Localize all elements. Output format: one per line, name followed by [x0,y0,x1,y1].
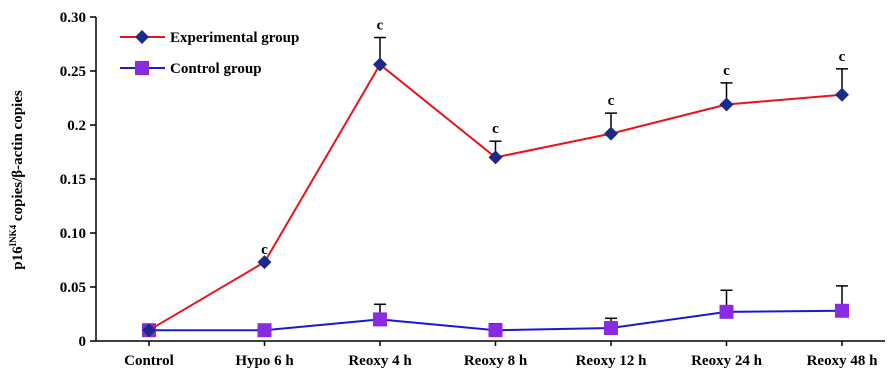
y-tick-label: 0.25 [60,64,86,80]
x-tick-label: Reoxy 8 h [464,353,528,369]
significance-label: c [839,49,846,65]
y-tick-label: 0.30 [60,10,86,26]
y-axis-title-superscript: INK4 [8,224,18,246]
axes-layer: 0 0.05 0.10 0.15 0.2 0.25 0.30 Control Hypo 6 h R… [60,10,885,369]
legend: Experimental group Control group [120,30,299,77]
data-point [257,255,272,270]
legend-swatch-marker [135,61,149,75]
data-point [373,312,387,327]
legend-label: Experimental group [170,30,299,46]
series-line [148,63,843,332]
significance-label: c [608,93,615,109]
significance-label: c [261,242,268,258]
x-tick-label: Reoxy 12 h [576,353,647,369]
significance-label: c [492,121,499,137]
y-axis-title-main: p16 [10,246,26,270]
legend-swatch-marker [135,30,149,44]
data-point [604,321,618,336]
data-point [488,150,503,165]
y-tick-label: 0 [79,334,87,350]
y-tick-label: 0.2 [67,118,86,134]
x-tick-label: Reoxy 24 h [691,353,762,369]
data-point [719,304,734,319]
y-tick-label: 0.10 [60,226,86,242]
legend-item: Control group [120,61,262,77]
series-experimental: c c c c c c [142,18,849,338]
series-control [142,285,849,338]
legend-label: Control group [170,61,262,77]
series-layer: c c c c c c [142,18,849,338]
x-tick-label: Reoxy 4 h [348,353,412,369]
data-point [373,57,387,72]
significance-label: c [723,63,730,79]
x-tick-label: Hypo 6 h [235,353,294,369]
y-axis-title: p16INK4 copies/β-actin copies [8,90,26,270]
data-point [488,323,503,338]
significance-label: c [377,18,384,34]
y-axis-title-rest: copies/β-actin copies [10,90,26,225]
legend-item: Experimental group [120,30,299,46]
y-tick-label: 0.15 [60,172,86,188]
data-point [142,323,156,338]
data-point [835,303,849,318]
data-point [835,87,849,102]
y-tick-label: 0.05 [60,280,86,296]
x-tick-label: Control [124,353,174,369]
data-point [719,97,734,112]
data-point [604,126,618,141]
data-point [257,323,272,338]
x-tick-label: Reoxy 48 h [807,353,878,369]
